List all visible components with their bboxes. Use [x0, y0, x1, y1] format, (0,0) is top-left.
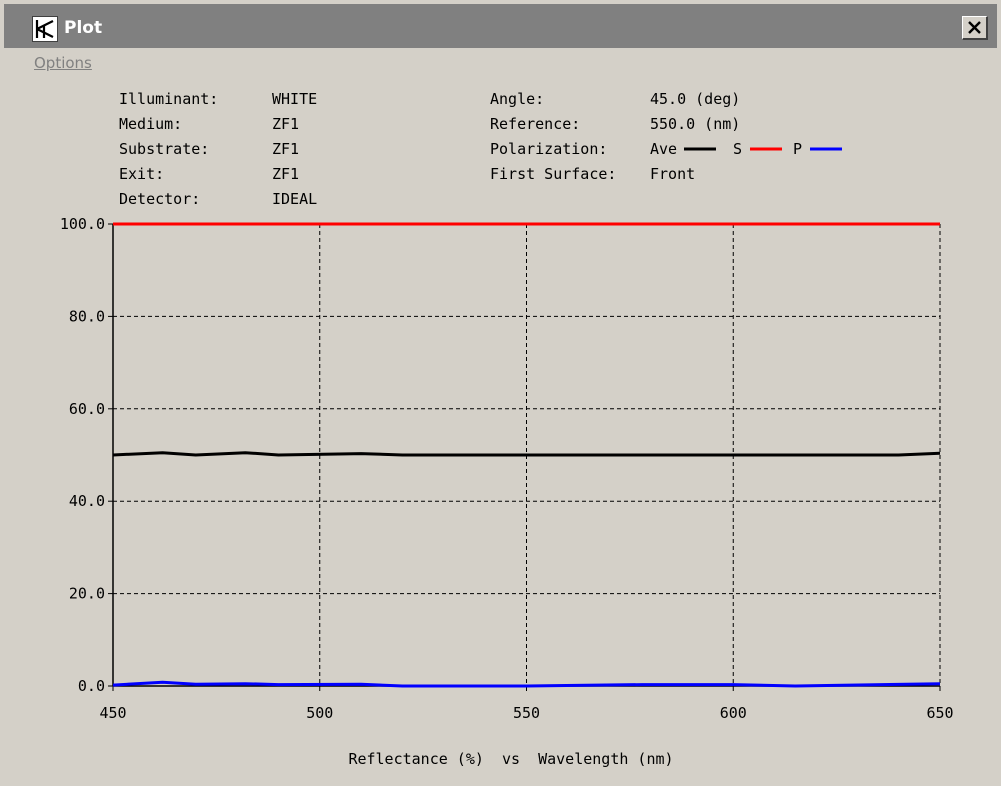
y-tick-label: 80.0 [69, 307, 105, 325]
axes [108, 223, 941, 691]
info-label-detector: Detector: [119, 190, 200, 208]
x-tick-label: 600 [720, 704, 747, 722]
info-value-first-surface: Front [650, 165, 695, 183]
plot-app-icon[interactable] [32, 16, 58, 42]
menu-bar: Options [4, 48, 997, 76]
legend-label-p: P [793, 140, 802, 158]
y-tick-label: 0.0 [78, 677, 105, 695]
menu-options[interactable]: Options [34, 54, 92, 72]
x-tick-label: 550 [513, 704, 540, 722]
y-tick-label: 60.0 [69, 400, 105, 418]
info-label-illuminant: Illuminant: [119, 90, 218, 108]
series-line-ave [112, 451, 941, 457]
info-value-illuminant: WHITE [272, 90, 317, 108]
info-label-medium: Medium: [119, 115, 182, 133]
info-label-angle: Angle: [490, 90, 544, 108]
info-value-reference: 550.0 (nm) [650, 115, 740, 133]
y-tick-label: 40.0 [69, 492, 105, 510]
info-label-reference: Reference: [490, 115, 580, 133]
x-tick-label: 450 [99, 704, 126, 722]
y-tick-label: 100.0 [60, 215, 105, 233]
title-bar[interactable]: Plot [4, 4, 997, 48]
info-label-first-surface: First Surface: [490, 165, 616, 183]
info-value-exit: ZF1 [272, 165, 299, 183]
info-value-detector: IDEAL [272, 190, 317, 208]
legend-label-ave: Ave [650, 140, 677, 158]
info-label-exit: Exit: [119, 165, 164, 183]
info-value-angle: 45.0 (deg) [650, 90, 740, 108]
series-line-p [112, 680, 941, 688]
info-label-polarization: Polarization: [490, 140, 607, 158]
info-value-medium: ZF1 [272, 115, 299, 133]
legend-label-s: S [733, 140, 742, 158]
close-button[interactable] [962, 16, 988, 40]
x-tick-label: 650 [926, 704, 953, 722]
info-label-substrate: Substrate: [119, 140, 209, 158]
series-lines [112, 222, 941, 688]
close-icon [968, 21, 981, 34]
x-tick-label: 500 [306, 704, 333, 722]
window-title: Plot [64, 18, 103, 38]
x-axis-label: Reflectance (%) vs Wavelength (nm) [348, 750, 673, 768]
tick-labels: 450 500 550 600 650 0.0 20.0 40.0 60.0 80.0 100.0 [60, 215, 954, 722]
y-tick-label: 20.0 [69, 585, 105, 603]
info-value-substrate: ZF1 [272, 140, 299, 158]
